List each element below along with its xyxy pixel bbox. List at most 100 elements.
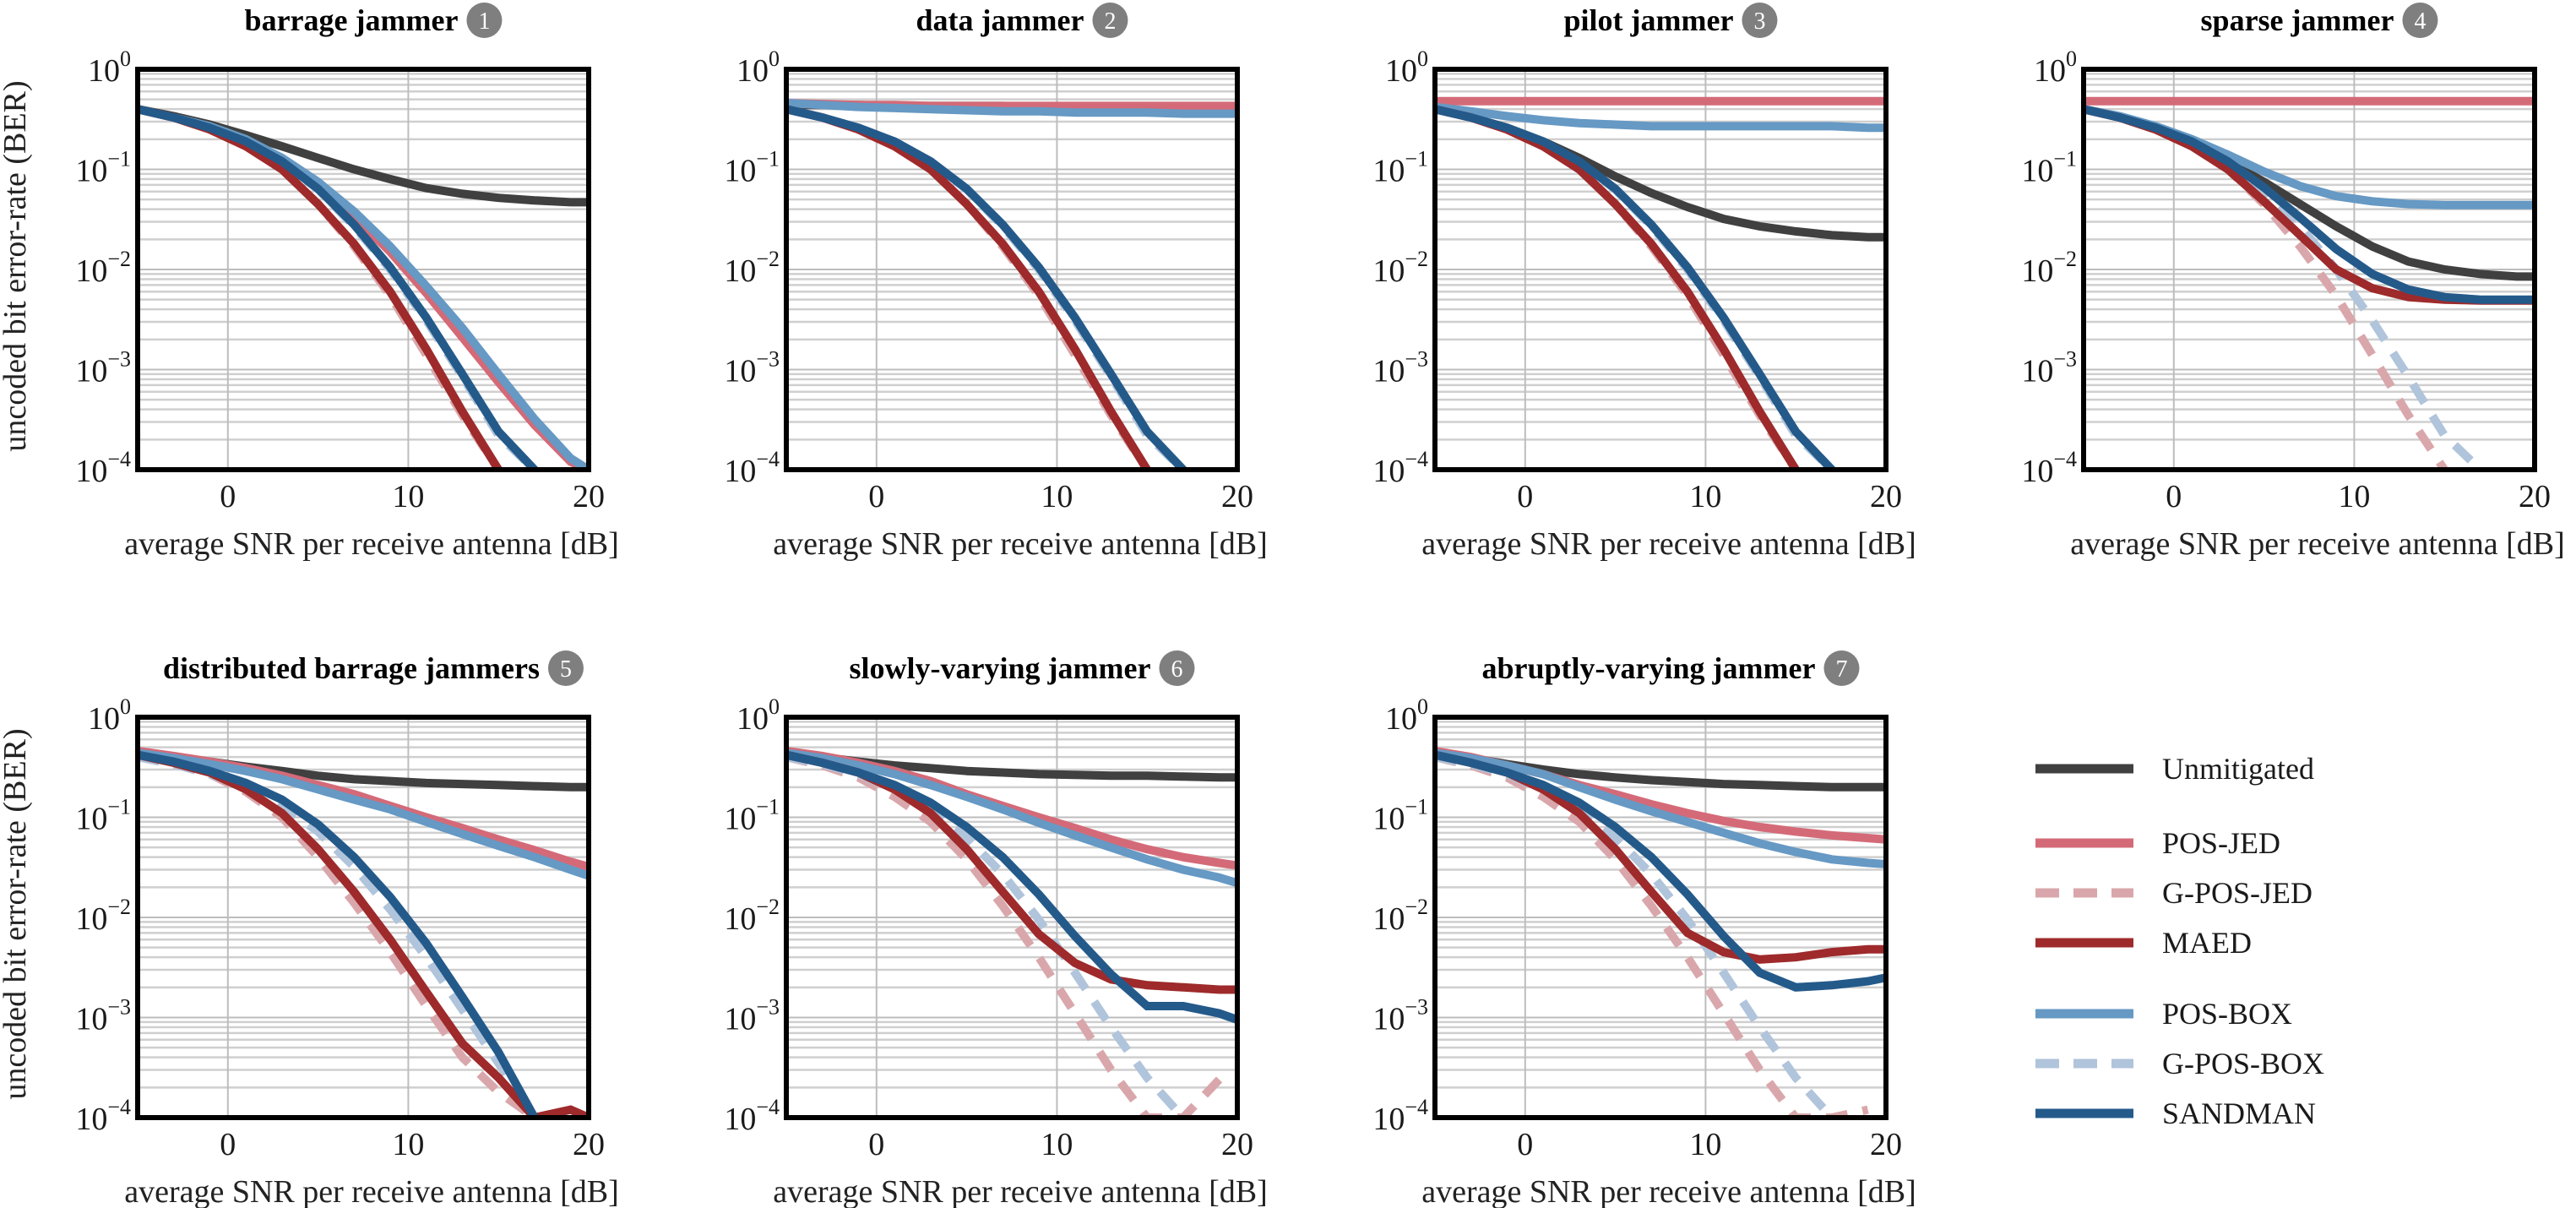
x-tick-label: 10 (1041, 1127, 1073, 1162)
x-tick-label: 20 (573, 1127, 605, 1162)
series-group (2084, 96, 2535, 470)
panel-7: 0 10 20 100 10−1 10−2 10−3 10−4 average SNR per … (1372, 650, 1916, 1208)
legend-item-maed: MAED (2035, 926, 2252, 960)
y-tick-label: 10−3 (2021, 347, 2077, 389)
series-line-pos-box (138, 748, 589, 880)
panel-title-text: pilot jammer (1564, 3, 1734, 37)
y-tick-label: 100 (736, 694, 780, 737)
y-tick-label: 10−4 (2021, 447, 2077, 489)
panel-number: 7 (1835, 656, 1847, 683)
x-tick-label: 10 (1041, 479, 1073, 514)
y-tick-label: 100 (1385, 694, 1428, 737)
y-tick-label: 10−4 (724, 1095, 780, 1137)
y-tick-label: 10−2 (724, 895, 780, 937)
x-tick-label: 0 (868, 479, 884, 514)
panel-3: 0 10 20 100 10−1 10−2 10−3 10−4 average SNR per … (1372, 3, 1916, 562)
plot-frame (2081, 67, 2537, 472)
x-axis-label: average SNR per receive antenna [dB] (124, 1174, 619, 1208)
series-group (786, 747, 1237, 1118)
series-line-maed (138, 750, 589, 1118)
plot-frame (784, 715, 1240, 1120)
plot-frame (135, 715, 591, 1120)
panel-title: abruptly-varying jammer 7 (1482, 650, 1860, 686)
y-tick-label: 10−2 (1372, 247, 1428, 289)
legend-item-pos-jed: POS-JED (2035, 826, 2280, 860)
series-line-g-pos-jed (2084, 105, 2449, 470)
x-tick-label: 0 (1517, 479, 1533, 514)
x-tick-label: 20 (2519, 479, 2551, 514)
series-line-pos-box (786, 748, 1237, 888)
x-tick-label: 0 (868, 1127, 884, 1162)
legend-label: G-POS-JED (2162, 876, 2312, 910)
x-tick-label: 0 (220, 479, 236, 514)
y-tick-label: 100 (1385, 46, 1428, 89)
x-tick-label: 10 (392, 1127, 424, 1162)
y-tick-label: 10−1 (1372, 795, 1428, 837)
x-tick-label: 20 (1221, 479, 1253, 514)
series-group (1435, 747, 1886, 1118)
y-tick-label: 10−1 (724, 147, 780, 189)
legend: Unmitigated POS-JED G-POS-JED MAED POS-BOX G-… (2035, 752, 2324, 1130)
legend-item-unmitigated: Unmitigated (2035, 752, 2314, 786)
y-tick-label: 10−4 (75, 447, 131, 489)
series-group (1435, 96, 1886, 470)
y-axis-label: uncoded bit error-rate (BER) (0, 728, 33, 1099)
panel-title-text: barrage jammer (245, 3, 459, 37)
plot-frame (784, 67, 1240, 472)
panel-number: 6 (1171, 656, 1182, 683)
series-line-maed (1435, 105, 1801, 470)
panel-title-text: sparse jammer (2201, 3, 2394, 37)
y-tick-label: 100 (736, 46, 780, 89)
panel-number-badge (2402, 3, 2438, 38)
legend-label: MAED (2162, 926, 2252, 960)
x-tick-label: 20 (573, 479, 605, 514)
panel-number: 1 (478, 8, 490, 35)
x-axis-label: average SNR per receive antenna [dB] (1421, 1174, 1916, 1208)
series-line-pos-jed (138, 105, 589, 470)
y-tick-label: 100 (88, 694, 131, 737)
y-tick-label: 10−3 (724, 995, 780, 1037)
series-line-sandman (138, 750, 540, 1118)
panel-number-badge (1823, 650, 1860, 686)
panel-title-text: distributed barrage jammers (163, 651, 540, 685)
series-line-sandman (138, 105, 540, 470)
x-axis-label: average SNR per receive antenna [dB] (124, 526, 619, 562)
grid (786, 716, 1238, 1118)
plot-frame (1432, 715, 1889, 1120)
y-tick-label: 10−4 (75, 1095, 131, 1137)
series-line-sandman (1435, 750, 1886, 992)
grid (138, 68, 590, 471)
series-line-pos-box (1435, 102, 1886, 133)
series-line-sandman (786, 105, 1188, 470)
panel-title: data jammer 2 (916, 3, 1128, 38)
panel-title: pilot jammer 3 (1564, 3, 1778, 38)
series-line-g-pos-jed (138, 105, 503, 470)
x-axis-label: average SNR per receive antenna [dB] (1421, 526, 1916, 562)
x-axis-label: average SNR per receive antenna [dB] (773, 1174, 1268, 1208)
series-group (138, 105, 589, 470)
series-line-sandman (786, 750, 1237, 1024)
x-tick-label: 10 (1689, 479, 1721, 514)
x-axis-label: average SNR per receive antenna [dB] (773, 526, 1268, 562)
y-axis-label: uncoded bit error-rate (BER) (0, 80, 33, 451)
y-tick-label: 10−2 (75, 247, 131, 289)
y-tick-label: 10−4 (1372, 447, 1428, 489)
panel-number-badge (1092, 3, 1128, 38)
panel-title: sparse jammer 4 (2201, 3, 2438, 38)
series-line-g-pos-jed (138, 753, 540, 1118)
panel-title-text: slowly-varying jammer (850, 651, 1151, 685)
x-tick-label: 10 (392, 479, 424, 514)
x-tick-label: 0 (220, 1127, 236, 1162)
y-tick-label: 10−3 (75, 995, 131, 1037)
series-line-g-pos-jed (1435, 105, 1801, 470)
panel-2: 0 10 20 100 10−1 10−2 10−3 10−4 average SNR per … (724, 3, 1268, 562)
x-tick-label: 20 (1870, 1127, 1902, 1162)
series-line-sandman (1435, 105, 1837, 470)
series-line-maed (138, 105, 503, 470)
panel-number: 2 (1104, 8, 1116, 35)
panel-number-badge (1159, 650, 1195, 686)
panel-title: distributed barrage jammers 5 (163, 650, 584, 686)
plot-frame (135, 67, 591, 472)
y-tick-label: 10−4 (724, 447, 780, 489)
panel-number: 5 (560, 656, 572, 683)
